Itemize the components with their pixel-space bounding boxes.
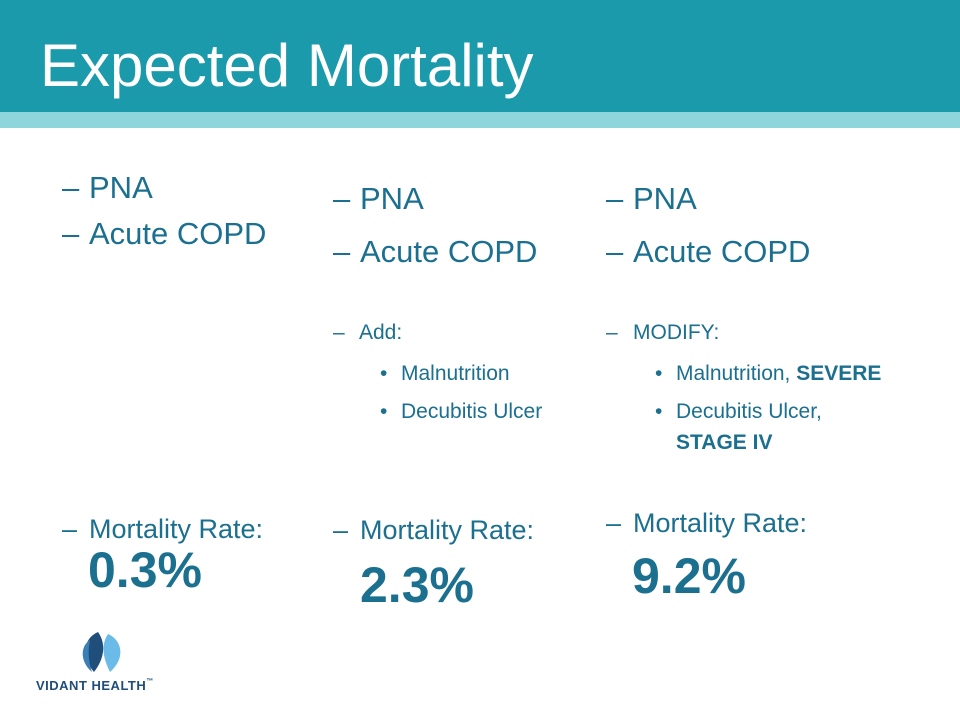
emphasis-text: STAGE IV	[676, 431, 773, 454]
list-item: – PNA	[333, 183, 424, 214]
vidant-health-logo: VIDANT HEALTH™	[36, 628, 176, 698]
sub-heading: – MODIFY:	[606, 322, 719, 343]
bullet-marker: •	[655, 362, 663, 385]
dash-marker: –	[62, 514, 78, 544]
list-item: – Acute COPD	[333, 236, 537, 267]
item-text: PNA	[89, 170, 153, 205]
sub-heading-text: MODIFY:	[633, 321, 720, 344]
logo-mark-icon	[82, 632, 121, 672]
logo-name: VIDANT HEALTH	[36, 678, 147, 693]
item-text: PNA	[360, 181, 424, 216]
list-item: – Acute COPD	[62, 218, 266, 249]
dash-marker: –	[606, 181, 624, 216]
item-text: Acute COPD	[360, 234, 538, 269]
header-bar	[0, 0, 960, 112]
dash-marker: –	[62, 170, 80, 205]
emphasis-text: SEVERE	[796, 362, 882, 385]
item-text: Acute COPD	[633, 234, 811, 269]
dash-marker: –	[62, 216, 80, 251]
logo-trademark: ™	[146, 678, 154, 685]
dash-marker: –	[333, 234, 351, 269]
dash-marker: –	[606, 234, 624, 269]
sub-list-item: • Decubitis Ulcer,	[655, 401, 822, 422]
sub-item-text: Malnutrition,	[676, 362, 797, 385]
slide-title: Expected Mortality	[40, 32, 534, 99]
sub-item-text: Decubitis Ulcer	[401, 400, 543, 423]
item-text: Acute COPD	[89, 216, 267, 251]
sub-list-item: • Decubitis Ulcer	[380, 401, 542, 422]
rate-label-text: Mortality Rate:	[633, 508, 808, 538]
rate-value: 9.2%	[632, 548, 746, 604]
bullet-marker: •	[655, 400, 663, 423]
sub-heading: – Add:	[333, 322, 402, 343]
dash-marker: –	[333, 515, 349, 545]
sub-list-item: • Malnutrition	[380, 363, 510, 384]
list-item: – PNA	[62, 172, 153, 203]
rate-value: 0.3%	[88, 542, 202, 598]
logo-text: VIDANT HEALTH™	[36, 678, 154, 693]
bullet-marker: •	[380, 362, 388, 385]
dash-marker: –	[606, 508, 622, 538]
rate-label: – Mortality Rate:	[62, 516, 263, 543]
rate-label-text: Mortality Rate:	[360, 515, 535, 545]
item-text: PNA	[633, 181, 697, 216]
dash-marker: –	[333, 321, 345, 344]
sub-heading-text: Add:	[359, 321, 403, 344]
sub-item-text: Decubitis Ulcer,	[676, 400, 822, 423]
rate-label: – Mortality Rate:	[606, 510, 807, 537]
bullet-marker: •	[380, 400, 388, 423]
header-stripe	[0, 112, 960, 128]
dash-marker: –	[606, 321, 618, 344]
sub-item-text: Malnutrition	[401, 362, 510, 385]
rate-label: – Mortality Rate:	[333, 517, 534, 544]
rate-label-text: Mortality Rate:	[89, 514, 264, 544]
list-item: – PNA	[606, 183, 697, 214]
sub-list-item: • Malnutrition, SEVERE	[655, 363, 881, 384]
dash-marker: –	[333, 181, 351, 216]
list-item: – Acute COPD	[606, 236, 810, 267]
rate-value: 2.3%	[360, 557, 474, 613]
